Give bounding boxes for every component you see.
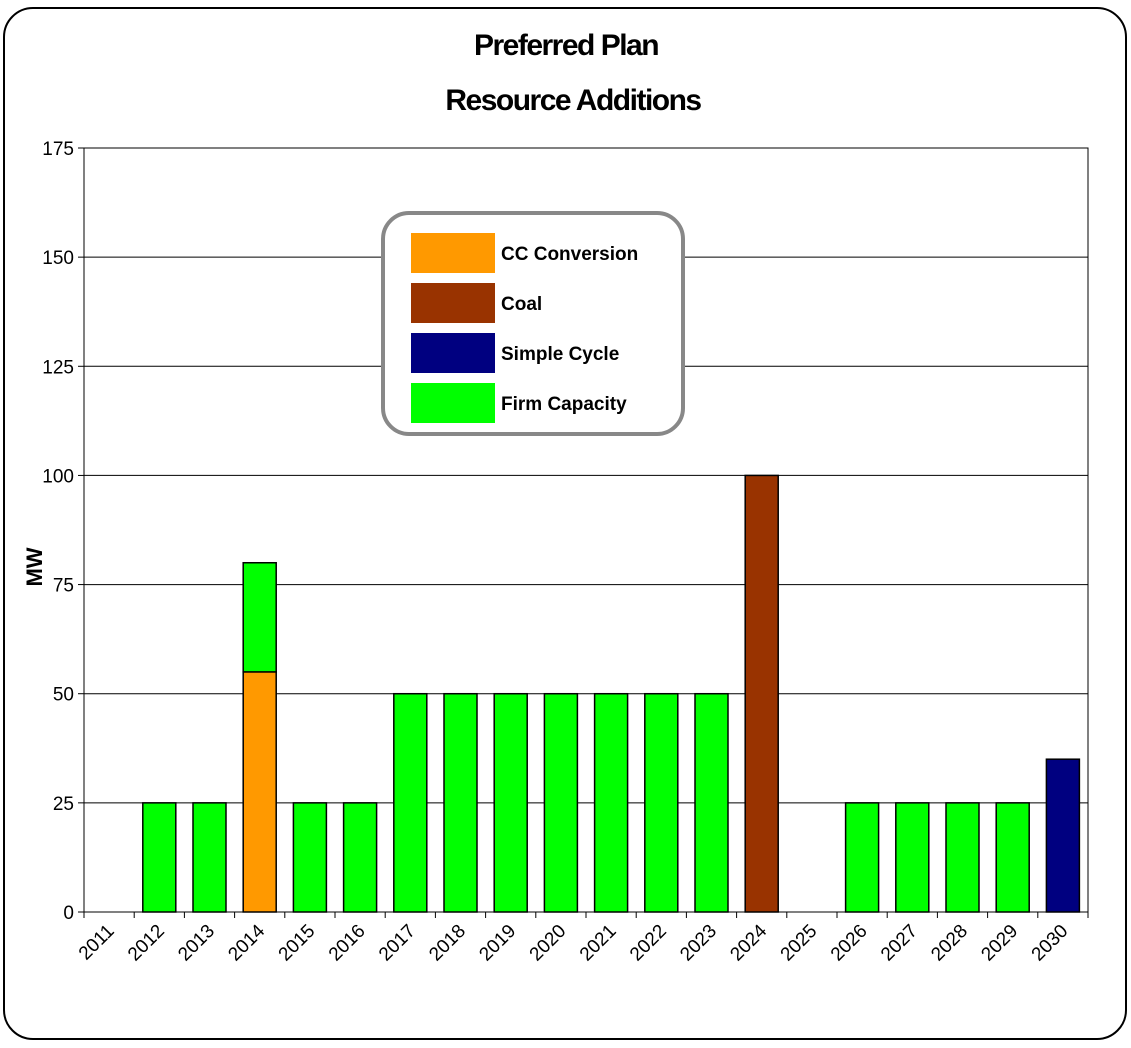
legend: CC Conversion Coal Simple Cycle Firm Capaci… (381, 211, 685, 436)
x-tick-label: 2011 (75, 921, 119, 965)
x-tick-label: 2014 (224, 920, 269, 965)
x-tick-label: 2021 (576, 921, 621, 966)
y-tick-label: 75 (53, 576, 74, 597)
bar-firm-capacity-2014 (242, 561, 277, 673)
x-tick-label: 2023 (676, 921, 721, 966)
bar-firm-capacity-2013 (192, 802, 227, 913)
bar-firm-capacity-2022 (644, 692, 679, 913)
y-tick-label: 50 (53, 685, 74, 706)
y-tick-label: 150 (42, 248, 74, 269)
y-tick-label: 100 (42, 466, 74, 487)
bar-firm-capacity-2026 (844, 802, 880, 913)
legend-swatch-coal (411, 283, 495, 323)
bar-firm-capacity-2029 (995, 802, 1030, 913)
x-tick-label: 2019 (475, 921, 520, 966)
x-tick-label: 2024 (726, 920, 771, 965)
legend-swatch-firm-capacity (411, 383, 495, 423)
x-tick-label: 2015 (275, 921, 320, 966)
bar-firm-capacity-2017 (393, 692, 428, 913)
x-tick-label: 2012 (124, 921, 169, 966)
x-tick-label: 2026 (827, 921, 872, 966)
y-tick-label: 25 (53, 794, 74, 815)
x-tick-label: 2025 (777, 921, 822, 966)
x-tick-label: 2018 (425, 921, 470, 966)
x-tick-label: 2016 (325, 921, 370, 966)
bar-firm-capacity-2018 (443, 692, 478, 913)
chart-title: Preferred Plan (474, 29, 658, 62)
y-tick-label: 125 (42, 357, 74, 378)
bar-firm-capacity-2019 (493, 692, 528, 913)
x-tick-label: 2022 (626, 921, 671, 966)
chart-frame (3, 7, 1127, 1040)
bars (142, 474, 1081, 913)
bar-firm-capacity-2023 (694, 692, 729, 913)
bar-firm-capacity-2028 (945, 802, 980, 913)
legend-label-simple-cycle: Simple Cycle (501, 344, 619, 365)
legend-label-firm-capacity: Firm Capacity (501, 394, 627, 415)
bar-simple-cycle-2030 (1045, 758, 1081, 913)
legend-label-cc-conversion: CC Conversion (501, 244, 638, 265)
bar-coal-2024 (744, 474, 779, 913)
y-tick-label: 0 (63, 903, 74, 924)
legend-label-coal: Coal (501, 294, 542, 315)
x-tick-label: 2020 (526, 921, 571, 966)
y-tick-label: 175 (42, 139, 74, 160)
bar-firm-capacity-2020 (543, 692, 579, 913)
legend-swatch-cc-conversion (411, 233, 495, 273)
x-tick-label: 2027 (877, 921, 922, 966)
y-axis-title: MW (22, 547, 47, 586)
bar-firm-capacity-2012 (142, 802, 177, 913)
x-tick-label: 2028 (927, 921, 972, 966)
bar-cc-conversion-2014 (242, 671, 277, 913)
x-tick-label: 2029 (977, 921, 1022, 966)
x-tick-label: 2017 (375, 921, 420, 966)
bar-firm-capacity-2021 (593, 692, 629, 913)
x-tick-label: 2030 (1028, 921, 1073, 966)
legend-swatch-simple-cycle (411, 333, 495, 373)
chart-subtitle: Resource Additions (445, 84, 701, 117)
bar-firm-capacity-2016 (342, 802, 378, 913)
x-tick-label: 2013 (174, 921, 219, 966)
bar-firm-capacity-2027 (895, 802, 930, 913)
bar-firm-capacity-2015 (292, 802, 328, 913)
